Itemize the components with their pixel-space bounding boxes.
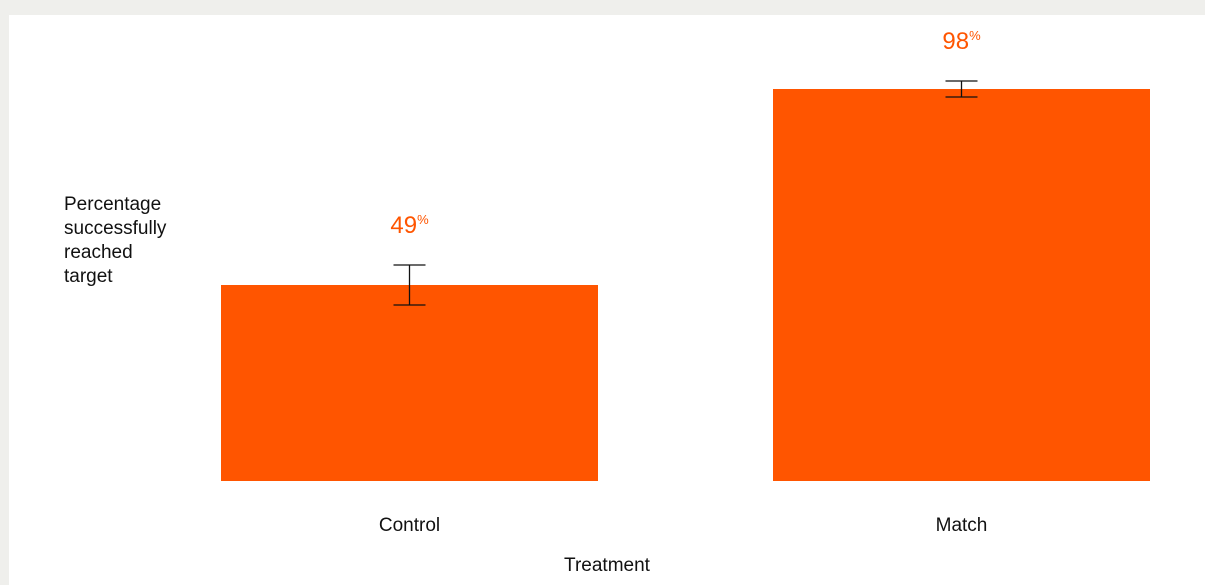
x-tick-label: Match	[936, 515, 988, 536]
x-axis-label: Treatment	[564, 555, 650, 576]
data-label: 49%	[390, 212, 429, 239]
y-axis-label: Percentage successfully reached target	[64, 193, 224, 289]
chart-card: Percentage successfully reached target 4…	[9, 15, 1205, 585]
x-tick-label: Control	[379, 515, 440, 536]
data-label: 98%	[942, 28, 981, 55]
y-axis-label-line: reached	[64, 242, 133, 263]
bar-match	[773, 89, 1150, 481]
y-axis-label-line: Percentage	[64, 194, 162, 215]
y-axis-label-line: successfully	[64, 218, 167, 239]
y-axis-label-line: target	[64, 266, 113, 287]
bar-chart: 49% Control 98% Match	[221, 28, 1150, 536]
bar-control	[221, 285, 598, 481]
